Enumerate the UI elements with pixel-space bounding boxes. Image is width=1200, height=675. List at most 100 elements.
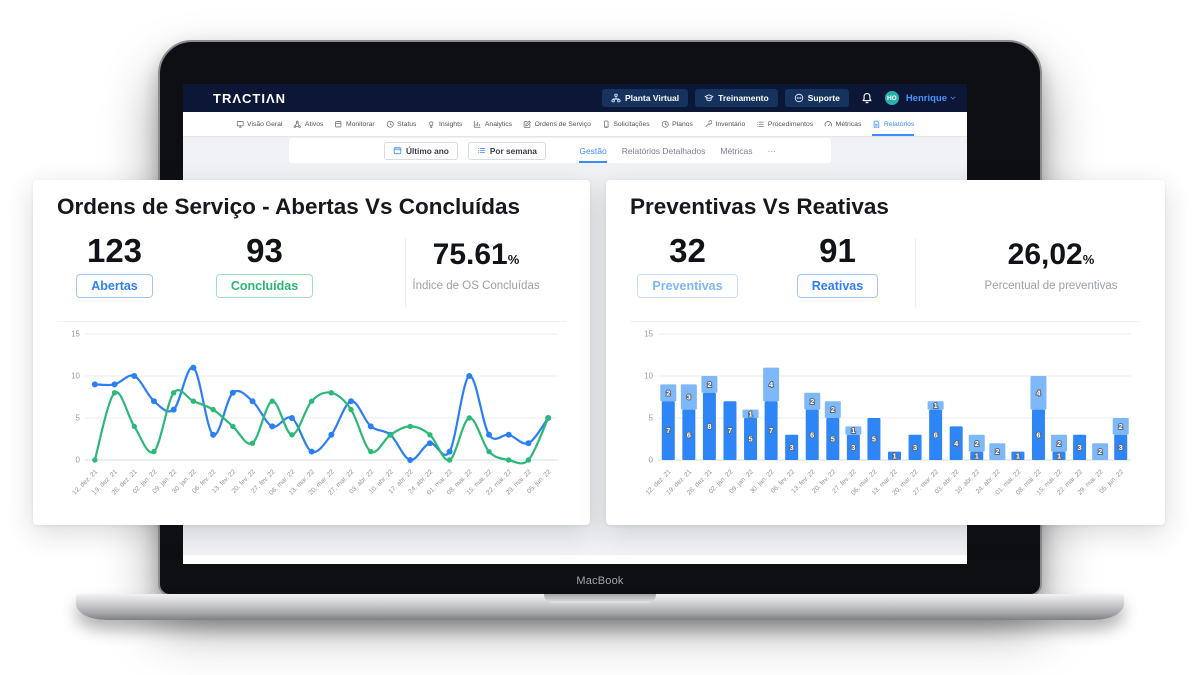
bar-segment-preventivas [1092,443,1109,460]
svg-text:5: 5 [748,435,752,444]
report-tab-gestao[interactable]: Gestão [579,138,607,163]
concluidas-button[interactable]: Concluídas [215,273,314,298]
svg-text:2: 2 [666,388,670,397]
bar-segment-preventivas [927,401,944,410]
data-point-abertas [466,373,473,379]
svg-text:1: 1 [892,451,896,460]
bar-segment-reativas [929,409,943,460]
nav-tab-procedimentos[interactable]: Procedimentos [756,112,813,136]
report-tabs: Gestão Relatórios Detalhados Métricas ··· [579,138,776,163]
user-menu[interactable]: Henrique [906,93,957,104]
data-point-concluidas [328,390,335,396]
nav-tab-analytics[interactable]: Analytics [473,112,512,136]
svg-text:10: 10 [71,372,80,381]
bar-segment-preventivas [742,409,759,418]
module-nav-tabs: Visão Geral Ativos Monitorar Status Insights… [183,112,967,137]
stats-row: 123 Abertas 93 Concluídas 75.61% Índice … [57,234,566,322]
bar-segment-reativas [723,401,737,460]
top-navbar: TRΛCTIΛN Planta Virtual Treinamento Suport… [183,84,967,112]
bell-icon[interactable] [861,92,873,104]
nav-tab-planos[interactable]: Planos [661,112,693,136]
svg-text:3: 3 [687,393,691,402]
nav-tab-insights[interactable]: Insights [427,112,462,136]
percent-caption: Percentual de preventivas [984,280,1118,292]
bar-segment-reativas [867,418,881,460]
macbook-label: MacBook [576,575,624,587]
data-point-abertas [288,415,295,421]
graduation-icon [704,93,714,103]
nav-tab-monitorar[interactable]: Monitorar [334,112,375,136]
svg-text:5: 5 [872,435,876,444]
data-point-concluidas [210,406,216,413]
wrench-icon [704,120,713,129]
report-tab-[interactable]: ··· [767,145,777,156]
percent-unit: % [1082,252,1095,267]
report-tab-metricas[interactable]: Métricas [720,145,753,156]
bar-segment-reativas [949,426,963,460]
data-point-concluidas [348,406,354,413]
navbar-action-planta-virtual[interactable]: Planta Virtual [601,89,689,107]
data-point-concluidas [269,398,275,404]
percent-block: 75.61% Índice de OS Concluídas [386,234,566,292]
svg-text:1: 1 [975,451,979,460]
card-ordens-de-servico: Ordens de Serviço - Abertas Vs Concluída… [33,180,590,525]
svg-text:2: 2 [707,380,711,389]
data-point-concluidas [545,415,551,421]
tractian-logo[interactable]: TRΛCTIΛN [213,90,286,106]
filter-button-ultimo-ano[interactable]: Último ano [384,141,458,160]
bar-segment-reativas [682,409,696,460]
box-icon [334,120,343,129]
edit-icon [523,120,532,129]
navbar-action-treinamento[interactable]: Treinamento [695,89,778,107]
stat-preventivas: 32 Preventivas [630,234,745,298]
data-point-abertas [111,381,118,388]
nav-tab-metricas[interactable]: Métricas [824,112,861,136]
bar-segment-reativas [970,451,984,460]
stat-value: 123 [86,232,143,269]
svg-text:1: 1 [934,401,938,410]
data-point-concluidas [308,398,315,404]
bar-segment-reativas [1052,451,1066,460]
svg-text:7: 7 [769,426,773,435]
svg-text:15: 15 [644,330,653,339]
report-tab-relatorios-detalhados[interactable]: Relatórios Detalhados [621,145,706,156]
svg-text:2: 2 [1057,439,1061,448]
abertas-button[interactable]: Abertas [76,273,153,298]
nav-tab-solicitacoes[interactable]: Solicitações [602,112,650,136]
navbar-action-suporte[interactable]: Suporte [784,89,849,107]
data-point-abertas [190,364,197,371]
chat-icon [794,93,804,103]
bar-segment-reativas [764,401,778,460]
nav-tab-relatorios[interactable]: Relatórios [872,112,915,136]
list-icon [756,120,765,129]
stat-value: 91 [819,232,856,269]
avatar[interactable]: HO [884,91,899,105]
calendar-icon [393,146,402,155]
percent-value: 26,02 [1007,238,1083,271]
series-line-abertas [93,366,550,462]
phone-icon [602,120,611,129]
nav-tab-ordens-de-servico[interactable]: Ordens de Serviço [523,112,591,136]
data-point-concluidas [289,432,295,438]
reativas-button[interactable]: Reativas [796,273,879,298]
data-point-concluidas [111,390,118,396]
doc-icon [872,120,881,129]
svg-text:0: 0 [649,456,654,465]
nav-tab-inventario[interactable]: Inventário [704,112,745,136]
svg-text:2: 2 [810,397,814,406]
data-point-abertas [348,398,355,405]
preventivas-button[interactable]: Preventivas [637,273,738,298]
divider [405,238,406,307]
nav-tab-visao-geral[interactable]: Visão Geral [236,112,282,136]
nav-tab-status[interactable]: Status [386,112,416,136]
bar-segment-reativas [1073,434,1087,460]
data-point-abertas [308,448,315,455]
nav-tab-ativos[interactable]: Ativos [293,112,323,136]
bar-segment-reativas [908,434,922,460]
data-point-abertas [210,431,217,438]
filter-button-por-semana[interactable]: Por semana [467,141,546,160]
svg-text:3: 3 [913,443,917,452]
divider [915,238,916,307]
svg-text:0: 0 [76,456,81,465]
